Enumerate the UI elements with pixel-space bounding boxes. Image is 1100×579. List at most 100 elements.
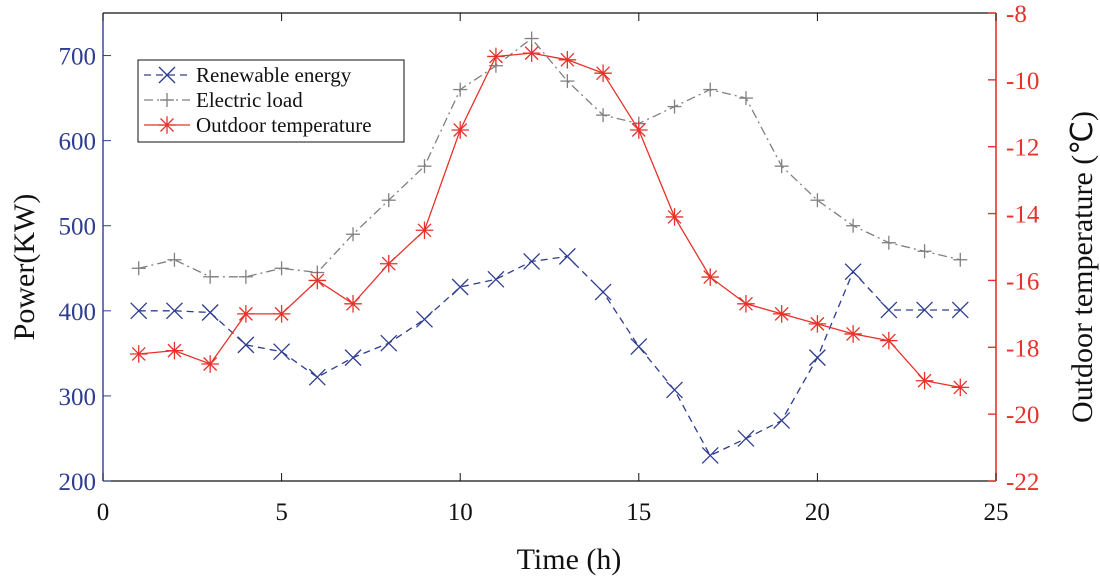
- data-point-plus: [953, 252, 968, 267]
- y-right-tick-label: -16: [1006, 268, 1039, 295]
- data-point-plus: [274, 261, 289, 276]
- data-point-star: [737, 295, 755, 313]
- data-point-star: [808, 315, 827, 333]
- data-point-x: [630, 338, 648, 356]
- data-point-plus: [774, 159, 789, 174]
- data-point-plus: [917, 244, 932, 259]
- data-point-x: [380, 334, 398, 352]
- y-left-tick-label: 600: [59, 129, 97, 156]
- data-point-star: [158, 116, 176, 134]
- data-point-x: [880, 301, 898, 319]
- series-line: [138, 37, 961, 278]
- x-axis-label: Time (h): [517, 543, 622, 576]
- x-tick-label: 15: [626, 499, 651, 526]
- data-point-x: [737, 429, 755, 447]
- data-point-star: [844, 325, 862, 343]
- data-point-plus: [846, 218, 861, 233]
- legend-item: Electric load: [144, 88, 303, 112]
- data-point-star: [772, 305, 791, 323]
- x-axis: 0 5 10 15 20 25: [97, 13, 1009, 526]
- data-point-x: [130, 302, 148, 320]
- data-point-x: [773, 412, 791, 430]
- data-point-x: [523, 253, 541, 270]
- data-point-x: [273, 343, 291, 361]
- data-point-star: [665, 208, 684, 226]
- data-point-star: [237, 305, 255, 323]
- data-point-plus: [131, 261, 146, 276]
- y-axis-left: 200 300 400 500 600 700: [59, 44, 111, 496]
- data-point-plus: [346, 227, 361, 242]
- data-point-star: [630, 121, 648, 139]
- y-axis-left-label: Power(KW): [8, 194, 41, 341]
- data-point-plus: [703, 82, 718, 97]
- series-electric-load: [131, 31, 968, 284]
- data-point-star: [951, 378, 970, 397]
- data-point-plus: [417, 159, 432, 174]
- y-right-tick-label: -18: [1006, 335, 1039, 362]
- series-renewable-energy: [130, 247, 969, 464]
- data-point-plus: [560, 74, 575, 89]
- data-point-star: [308, 271, 327, 290]
- data-point-star: [522, 44, 541, 62]
- data-point-plus: [881, 235, 896, 250]
- data-point-x: [808, 349, 826, 367]
- legend-item: Renewable energy: [144, 63, 352, 87]
- y-left-tick-label: 500: [59, 214, 97, 241]
- data-point-x: [451, 278, 469, 296]
- legend-box: [137, 59, 405, 143]
- data-point-x: [844, 263, 862, 281]
- data-point-plus: [160, 93, 174, 107]
- y-right-tick-label: -20: [1006, 402, 1039, 429]
- data-point-x: [951, 301, 969, 319]
- y-right-tick-label: -22: [1006, 469, 1039, 496]
- data-point-star: [379, 254, 398, 273]
- data-point-x: [916, 301, 934, 319]
- data-point-plus: [238, 269, 253, 284]
- data-point-plus: [810, 193, 825, 208]
- data-point-star: [558, 51, 577, 69]
- legend-item: Outdoor temperature: [144, 113, 372, 137]
- legend-label: Electric load: [196, 88, 303, 112]
- data-point-plus: [667, 99, 682, 114]
- series-outdoor-temperature: [129, 44, 970, 397]
- data-point-star: [344, 295, 362, 313]
- x-tick-label: 25: [984, 499, 1009, 526]
- data-point-plus: [381, 193, 396, 208]
- y-left-tick-label: 300: [59, 384, 97, 411]
- legend-label: Renewable energy: [196, 63, 352, 87]
- data-point-x: [308, 368, 326, 386]
- x-tick-label: 0: [97, 499, 110, 526]
- data-point-star: [701, 268, 720, 286]
- data-point-star: [272, 305, 291, 323]
- plot-frame: [102, 12, 997, 482]
- x-tick-label: 10: [448, 499, 473, 526]
- data-point-x: [666, 381, 683, 399]
- y-right-tick-label: -14: [1006, 202, 1040, 229]
- data-point-x: [701, 447, 719, 464]
- data-point-plus: [738, 91, 753, 106]
- data-point-star: [880, 331, 898, 350]
- data-point-star: [201, 355, 219, 373]
- y-left-tick-label: 200: [59, 469, 97, 496]
- data-point-x: [237, 336, 255, 354]
- series-layer: [129, 31, 970, 464]
- y-right-tick-label: -10: [1006, 68, 1039, 95]
- series-line: [138, 255, 961, 457]
- data-point-x: [487, 270, 505, 288]
- y-right-tick-label: -12: [1006, 135, 1039, 162]
- data-point-plus: [203, 269, 218, 284]
- data-point-plus: [596, 108, 611, 123]
- x-tick-label: 5: [275, 499, 288, 526]
- data-point-x: [594, 283, 612, 301]
- data-point-star: [487, 47, 505, 66]
- data-point-star: [594, 64, 612, 82]
- data-point-x: [416, 310, 433, 328]
- data-point-x: [201, 304, 219, 321]
- y-axis-right: -22 -20 -18 -16 -14 -12 -10 -8: [988, 1, 1040, 496]
- y-axis-right-label: Outdoor temperature (℃): [1066, 111, 1099, 423]
- data-point-star: [915, 371, 934, 390]
- data-point-x: [344, 349, 362, 367]
- data-point-x: [558, 247, 576, 265]
